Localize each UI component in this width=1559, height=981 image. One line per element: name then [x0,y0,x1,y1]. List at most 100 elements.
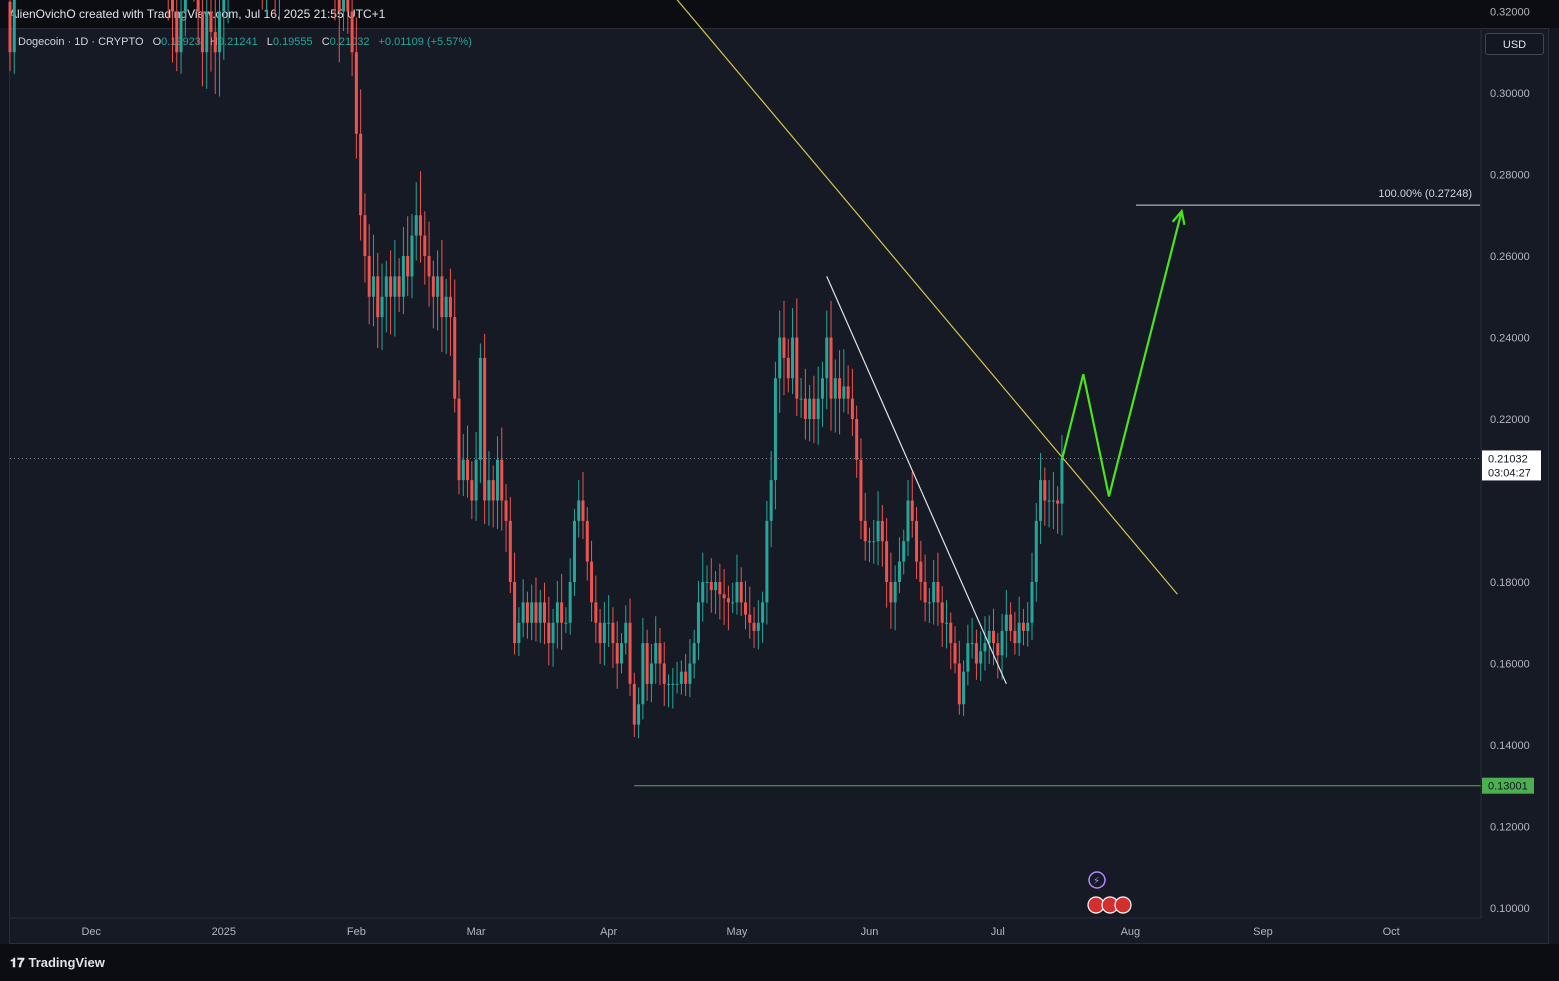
candle-body [649,663,653,684]
markers-layer: 0.13001 0.21032 03:04:27 ⚡ [1087,450,1541,914]
candle-body [915,520,919,562]
candle-body [525,602,529,623]
candle-body [564,622,568,624]
candle-body [846,386,850,399]
candle-body [645,643,649,684]
candle-body [218,11,222,53]
candle-body [897,561,901,582]
candle-body [667,683,671,685]
candle-body [513,582,517,644]
candle-body [423,235,427,256]
candle-body [483,357,487,501]
candle-body [709,582,713,591]
price-tick-label: 0.22000 [1490,414,1530,426]
candle-body [850,398,854,419]
candle-body [359,133,363,216]
candle-body [1004,614,1008,631]
candle-body [756,622,760,631]
candle-body [380,296,384,318]
candle-body [624,622,628,644]
candle-body [791,337,795,379]
candle-body [222,0,226,12]
tradingview-logo[interactable]: 𝟏𝟕 TradingView [10,955,105,971]
candle-body [880,520,884,542]
candle-body [962,671,966,705]
time-axis: Dec 2025 Feb Mar Apr May Jun Jul Aug Sep Oct [10,917,1481,938]
chart-panel[interactable] [9,28,1549,944]
candle-body [902,541,906,562]
candle-body [508,520,512,582]
candle-body [419,215,423,236]
candle-body [414,215,418,236]
candle-body [992,630,996,644]
drawings-layer: 161.80% (0.35271)100.00% (0.27248) [10,0,1481,787]
candle-body [765,520,769,603]
us-flag-event-icon [1114,896,1132,914]
candles-layer [8,0,1064,739]
candle-body [572,520,576,582]
attribution-text: AlienOvichO created with TradingView.com… [9,7,386,21]
candle-body [461,459,465,481]
candle-body [431,276,435,297]
candle-body [1056,500,1060,504]
candle-body [581,500,585,521]
candle-body [936,582,940,603]
price-tick-label: 0.24000 [1490,333,1530,345]
candle-body [876,520,880,542]
candle-body [996,643,1000,656]
candle-body [684,671,688,684]
price-tick-label: 0.30000 [1490,88,1530,100]
candle-body [718,582,722,595]
candle-body [453,317,457,399]
candle-body [731,602,735,604]
candle-body [808,398,812,419]
symbol-name: Dogecoin · 1D · CRYPTO [18,36,144,48]
candle-body [722,594,726,599]
candle-body [842,386,846,399]
candle-body [585,520,589,562]
candle-body [448,296,452,318]
lightning-event-icon [1088,871,1106,889]
candle-body [910,500,914,521]
candle-body [979,651,983,664]
low-key: L [266,36,273,48]
candle-body [782,337,786,358]
candle-body [778,337,782,379]
candle-body [679,671,683,684]
candle-body [795,337,799,399]
candle-body [1000,630,1004,656]
candle-body [397,276,401,297]
candle-body [752,622,756,631]
candle-body [705,582,709,583]
candle-body [8,1,12,53]
candle-body [957,663,961,705]
support-price-tag [1482,777,1534,794]
candle-body [744,602,747,615]
candle-body [170,0,174,12]
attribution-bar: AlienOvichO created with TradingView.com… [0,0,1559,28]
time-tick-label: 2025 [212,926,236,938]
candle-body [406,256,410,277]
candle-body [812,398,816,419]
currency-button[interactable]: USD [1485,33,1544,55]
candle-body [974,643,978,664]
candle-body [590,561,594,603]
candle-body [662,663,666,684]
candle-body [436,276,440,297]
time-tick-label: Jun [861,926,879,938]
candle-body [611,622,615,644]
candle-body [726,598,730,603]
candle-body [401,256,405,297]
candle-body [953,643,957,664]
candle-body [521,602,525,623]
candle-body [598,622,602,644]
price-tick-label: 0.16000 [1490,659,1530,671]
candle-body [714,582,718,591]
candle-body [551,622,555,644]
candle-body [577,500,581,521]
candle-body [543,602,547,623]
candle-body [504,500,508,521]
candle-body [820,378,824,399]
price-tick-label: 0.32000 [1490,7,1530,19]
